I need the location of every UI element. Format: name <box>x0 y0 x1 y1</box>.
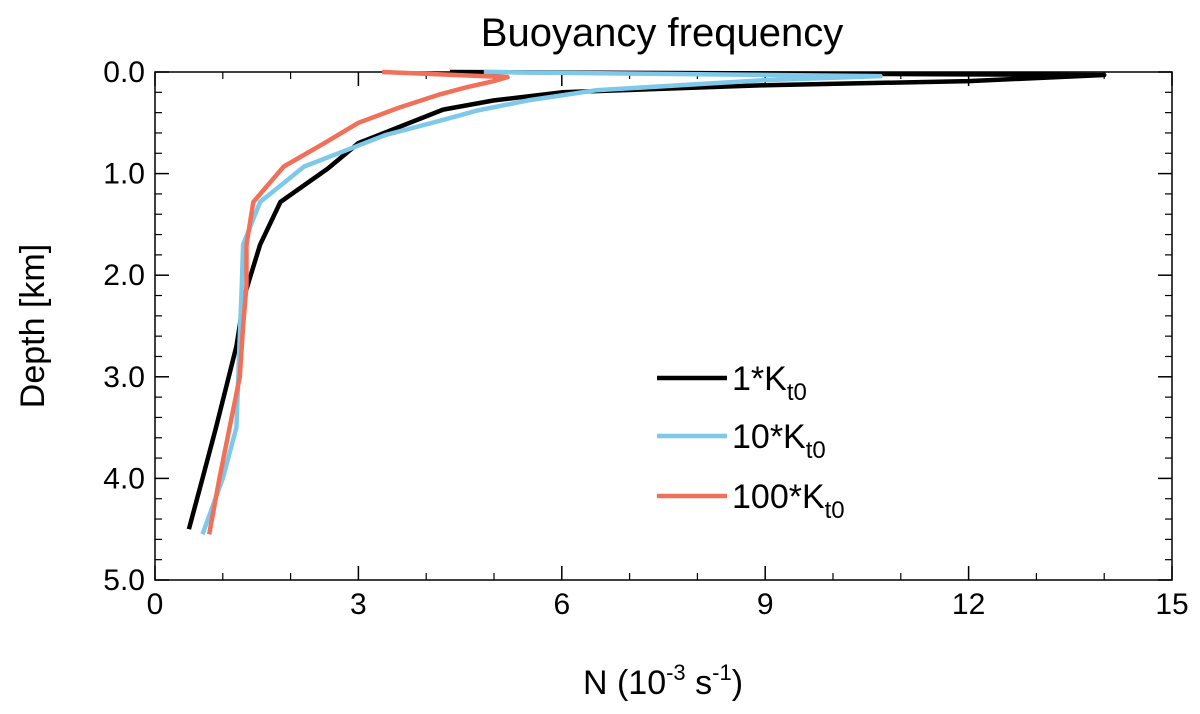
legend-label: 10*Kt0 <box>732 418 826 464</box>
x-tick-label: 15 <box>1155 588 1188 621</box>
plot-frame <box>154 71 1173 581</box>
y-tick-labels: 0.0 1.0 2.0 3.0 4.0 5.0 <box>103 56 145 597</box>
series-lines <box>186 69 1107 536</box>
x-tick-label: 12 <box>952 588 985 621</box>
plot-border <box>154 71 1173 581</box>
y-tick-label: 0.0 <box>103 56 145 89</box>
x-axis-label: N (10-3 s-1) <box>583 660 743 702</box>
series-line-100xk <box>206 69 510 535</box>
x-tick-label: 0 <box>147 588 164 621</box>
y-tick-label: 5.0 <box>103 564 145 597</box>
x-tick-label: 6 <box>553 588 570 621</box>
y-tick-label: 1.0 <box>103 158 145 191</box>
legend-label: 1*Kt0 <box>732 360 807 406</box>
x-axis-label-mid: s <box>686 664 712 702</box>
y-tick-label: 4.0 <box>103 462 145 495</box>
legend-label: 100*Kt0 <box>732 478 845 524</box>
x-axis-label-base: N (10 <box>583 664 666 702</box>
y-axis-label: Depth [km] <box>14 244 52 408</box>
x-axis-label-exponent-1: -3 <box>666 660 686 685</box>
legend: 1*Kt0 10*Kt0 100*Kt0 <box>657 360 845 524</box>
x-tick-labels: 0 3 6 9 12 15 <box>147 588 1189 621</box>
axis-ticks <box>154 71 1173 581</box>
chart-title: Buoyancy frequency <box>481 11 843 55</box>
x-axis-label-exponent-2: -1 <box>712 660 732 685</box>
x-tick-label: 9 <box>757 588 774 621</box>
y-tick-label: 2.0 <box>103 259 145 292</box>
y-tick-label: 3.0 <box>103 361 145 394</box>
series-line-10xk <box>200 69 883 536</box>
x-tick-label: 3 <box>350 588 367 621</box>
x-axis-label-end: ) <box>732 664 743 702</box>
series-line-1xk <box>186 69 1107 530</box>
